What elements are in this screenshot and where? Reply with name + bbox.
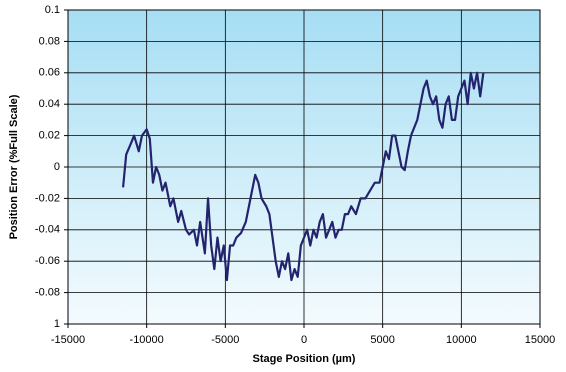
plot-border <box>67 9 541 325</box>
y-axis-title: Position Error (%Full Scale) <box>8 94 20 239</box>
y-tick-label: 0.08 <box>39 35 60 47</box>
x-axis-title: Stage Position (µm) <box>253 353 356 365</box>
y-tick-label: 0.1 <box>45 4 60 16</box>
y-tick-label: 0.06 <box>39 67 60 79</box>
y-tick-label: 0.04 <box>39 98 60 110</box>
y-tick-label: 0 <box>54 161 60 173</box>
x-tick-label: -15000 <box>51 334 85 346</box>
data-line <box>121 71 485 282</box>
x-tick-label: 5000 <box>370 334 394 346</box>
y-tick-label: -0.06 <box>35 255 60 267</box>
y-tick-label: -0.04 <box>35 224 60 236</box>
x-tick-label: 10000 <box>446 334 477 346</box>
x-tick-label: -5000 <box>211 334 239 346</box>
y-tick-label: 0.02 <box>39 130 60 142</box>
x-tick-label: 15000 <box>525 334 556 346</box>
x-tick-label: -10000 <box>130 334 164 346</box>
y-tick-label: 1 <box>54 318 60 330</box>
y-tick-label: -0.02 <box>35 192 60 204</box>
y-tick-label: -0.08 <box>35 287 60 299</box>
x-tick-label: 0 <box>301 334 307 346</box>
